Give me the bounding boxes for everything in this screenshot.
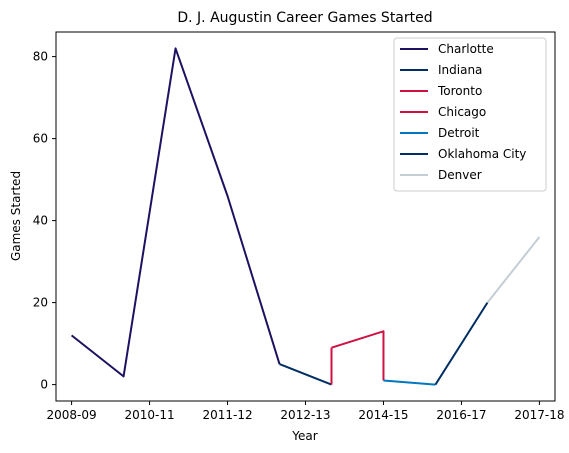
legend: Charlotte Indiana Toronto Chicago Detroit Okl…	[393, 37, 547, 192]
x-tick-label: 2014-15	[358, 408, 408, 422]
legend-label: Chicago	[438, 105, 486, 119]
y-tick-label: 40	[33, 214, 48, 228]
x-tick-label: 2011-12	[202, 408, 252, 422]
series-line-5	[434, 302, 489, 386]
chart-title: D. J. Augustin Career Games Started	[177, 10, 432, 26]
legend-label: Toronto	[437, 84, 482, 98]
x-axis: 2008-09 2010-11 2011-12 2012-13 2014-15 2016-…	[47, 401, 564, 422]
legend-label: Oklahoma City	[438, 147, 526, 161]
x-tick-label: 2010-11	[124, 408, 174, 422]
series-line-0	[70, 47, 281, 378]
x-tick-label: 2017-18	[514, 408, 564, 422]
x-axis-label: Year	[291, 429, 317, 443]
y-tick-label: 20	[33, 296, 48, 310]
series-line-3	[331, 330, 385, 381]
legend-label: Indiana	[438, 63, 482, 77]
y-axis: 0 20 40 60 80	[33, 50, 56, 392]
legend-box	[393, 37, 547, 192]
x-tick-label: 2012-13	[280, 408, 330, 422]
series-line-1	[279, 363, 332, 386]
legend-label: Detroit	[438, 126, 480, 140]
x-tick-label: 2016-17	[436, 408, 486, 422]
y-tick-label: 80	[33, 50, 48, 64]
y-tick-label: 0	[40, 378, 48, 392]
plot-area	[70, 47, 541, 386]
legend-label: Denver	[438, 168, 482, 182]
y-axis-label: Games Started	[9, 171, 23, 261]
legend-label: Charlotte	[438, 42, 494, 56]
x-tick-label: 2008-09	[47, 408, 97, 422]
series-line-4	[383, 379, 436, 386]
y-tick-label: 60	[33, 132, 48, 146]
series-line-6	[486, 236, 541, 304]
